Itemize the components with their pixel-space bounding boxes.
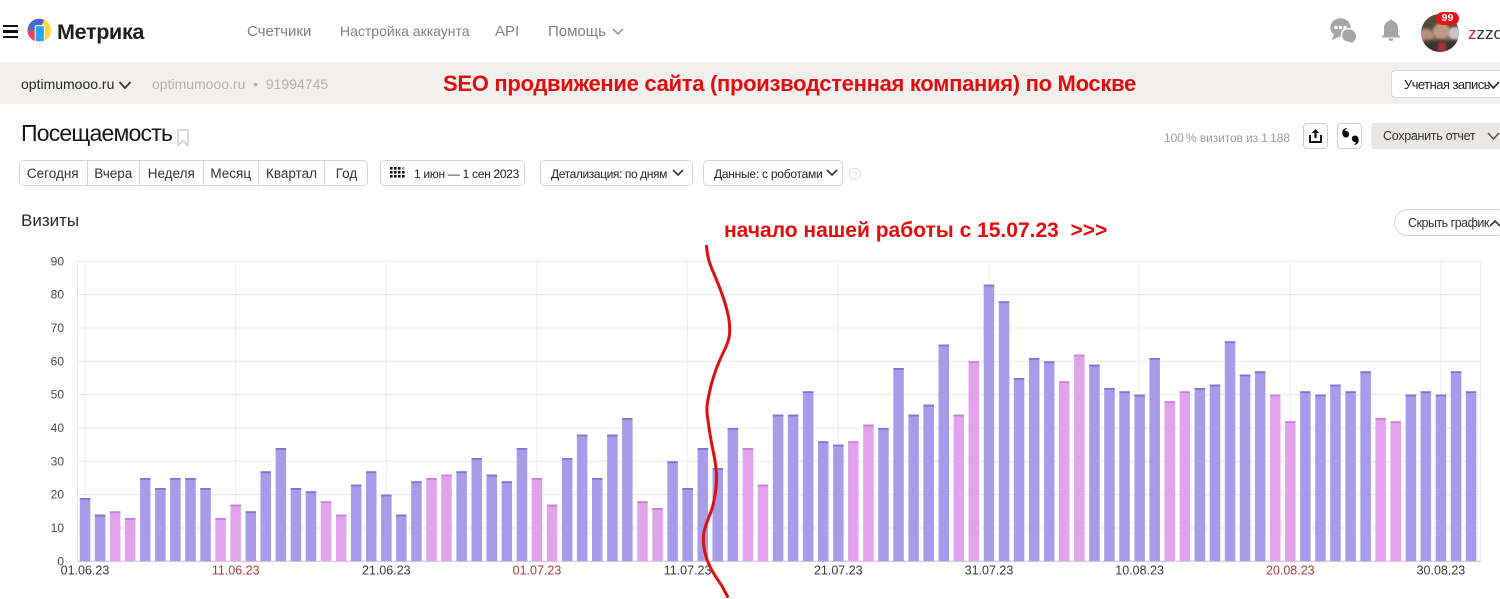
svg-text:30.08.23: 30.08.23	[1417, 564, 1466, 578]
svg-text:70: 70	[51, 321, 65, 335]
svg-text:90: 90	[51, 254, 65, 268]
svg-text:01.06.23: 01.06.23	[61, 564, 110, 578]
svg-text:10: 10	[51, 521, 65, 535]
svg-text:20: 20	[51, 488, 65, 502]
svg-text:21.07.23: 21.07.23	[814, 564, 863, 578]
svg-text:60: 60	[51, 354, 65, 368]
svg-text:40: 40	[51, 421, 65, 435]
svg-text:01.07.23: 01.07.23	[513, 564, 562, 578]
svg-text:20.08.23: 20.08.23	[1266, 564, 1315, 578]
svg-text:11.06.23: 11.06.23	[212, 564, 260, 578]
svg-text:31.07.23: 31.07.23	[965, 564, 1014, 578]
svg-text:11.07.23: 11.07.23	[664, 564, 712, 578]
svg-text:50: 50	[51, 388, 65, 402]
svg-text:80: 80	[51, 288, 65, 302]
svg-text:30: 30	[51, 454, 65, 468]
svg-text:21.06.23: 21.06.23	[362, 564, 411, 578]
svg-text:10.08.23: 10.08.23	[1115, 564, 1164, 578]
svg-text:0: 0	[57, 554, 64, 568]
